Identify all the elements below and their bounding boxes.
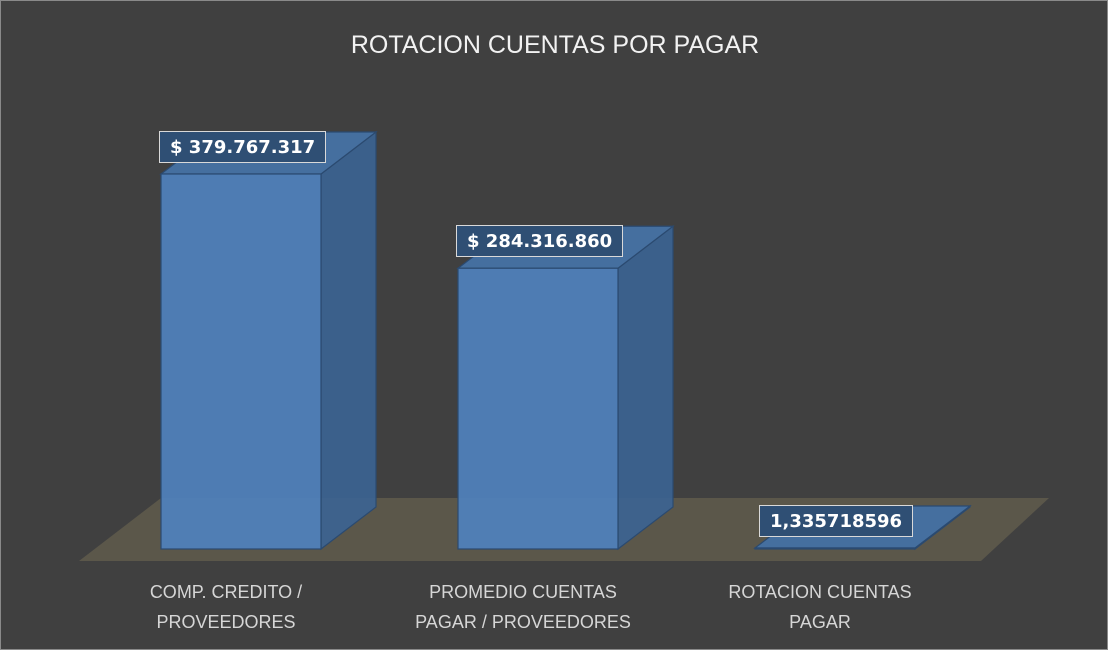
bar	[160, 173, 322, 550]
chart-title: ROTACION CUENTAS POR PAGAR	[350, 31, 760, 59]
x-tick-label: ROTACION CUENTAS PAGAR	[728, 582, 912, 632]
bar-side	[617, 225, 674, 551]
value-label: $ 284.316.860	[456, 225, 624, 258]
bar	[754, 547, 916, 550]
x-tick-label: PROMEDIO CUENTAS PAGAR / PROVEEDORES	[415, 582, 631, 632]
value-label: 1,335718596	[759, 505, 914, 537]
bar-side	[320, 130, 377, 551]
bar	[457, 267, 619, 550]
value-label: $ 379.767.317	[159, 131, 327, 163]
x-tick-label: COMP. CREDITO / PROVEEDORES	[149, 582, 303, 632]
